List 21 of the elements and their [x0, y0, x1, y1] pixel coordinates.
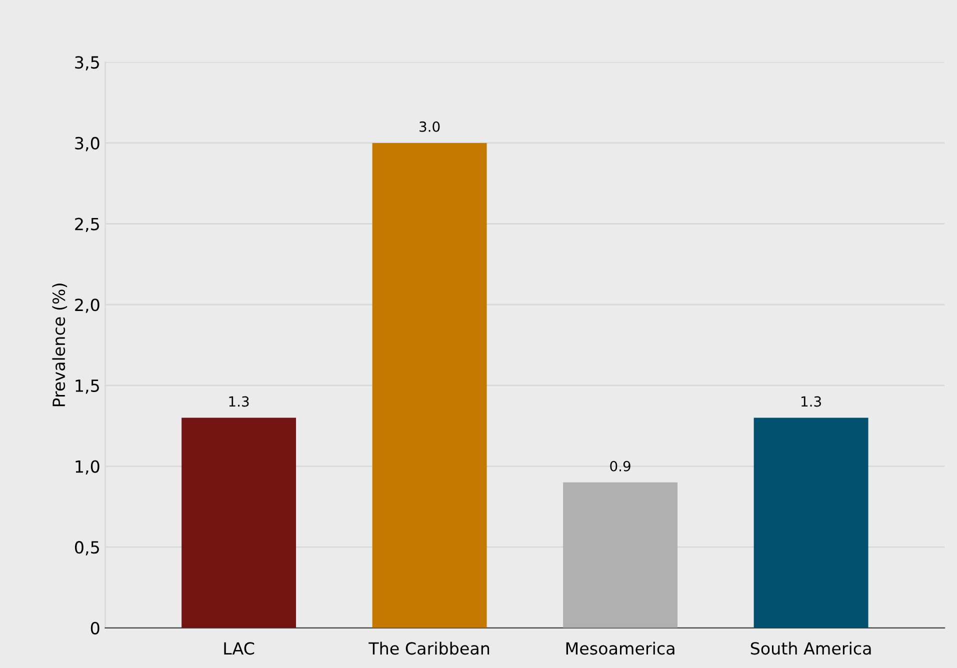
data-label: 1.3 [229, 396, 249, 407]
y-tick-label: 2,0 [75, 298, 100, 313]
y-tick-label: 1,5 [76, 380, 99, 394]
x-tick-label: Mesoamerica [566, 642, 674, 655]
bar [182, 418, 296, 628]
data-label: 1.3 [802, 396, 821, 407]
data-label: 0.9 [610, 460, 630, 472]
x-tick-label: South America [750, 642, 871, 655]
bar [372, 142, 487, 628]
y-tick-label: 0 [90, 622, 100, 634]
y-tick-label: 0,5 [75, 541, 99, 556]
y-tick-label: 3,0 [75, 136, 100, 152]
y-tick-label: 2,5 [75, 218, 99, 232]
y-axis-title: Prevalence (%) [52, 284, 68, 406]
y-tick-label: 3,5 [75, 56, 99, 70]
y-tick-label: 1,0 [76, 460, 100, 475]
x-tick-label: LAC [224, 642, 254, 655]
bar [563, 482, 678, 628]
bar [754, 418, 868, 628]
data-label: 3.0 [420, 121, 440, 132]
x-tick-label: The Caribbean [368, 642, 490, 655]
